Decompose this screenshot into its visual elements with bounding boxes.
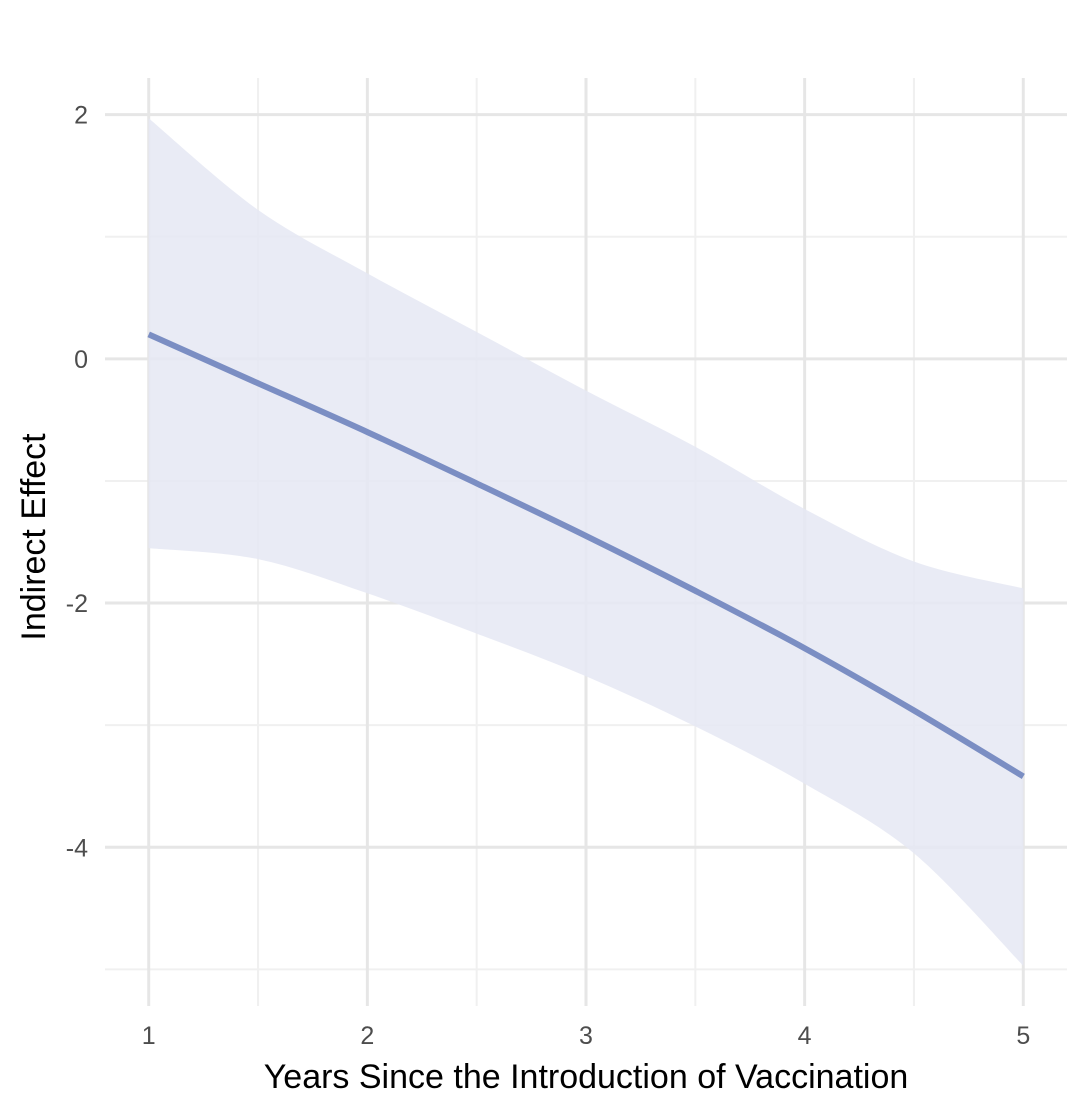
y-tick-label: 0	[74, 346, 88, 374]
confidence-band	[148, 118, 1024, 966]
y-axis-title: Indirect Effect	[15, 433, 53, 641]
x-tick-label: 4	[798, 1022, 812, 1050]
x-tick-label: 5	[1016, 1022, 1030, 1050]
y-tick-label: -2	[66, 590, 88, 618]
x-axis-title: Years Since the Introduction of Vaccinat…	[264, 1058, 909, 1096]
x-tick-label: 3	[579, 1022, 593, 1050]
series-line	[147, 331, 1025, 779]
x-tick-label: 1	[142, 1022, 156, 1050]
x-tick-label: 2	[360, 1022, 374, 1050]
y-tick-label: 2	[74, 102, 88, 130]
x-tick-labels: 1 2 3 4 5	[142, 1022, 1030, 1050]
y-tick-label: -4	[66, 834, 88, 862]
y-tick-labels: 2 0 -2 -4	[66, 102, 88, 863]
